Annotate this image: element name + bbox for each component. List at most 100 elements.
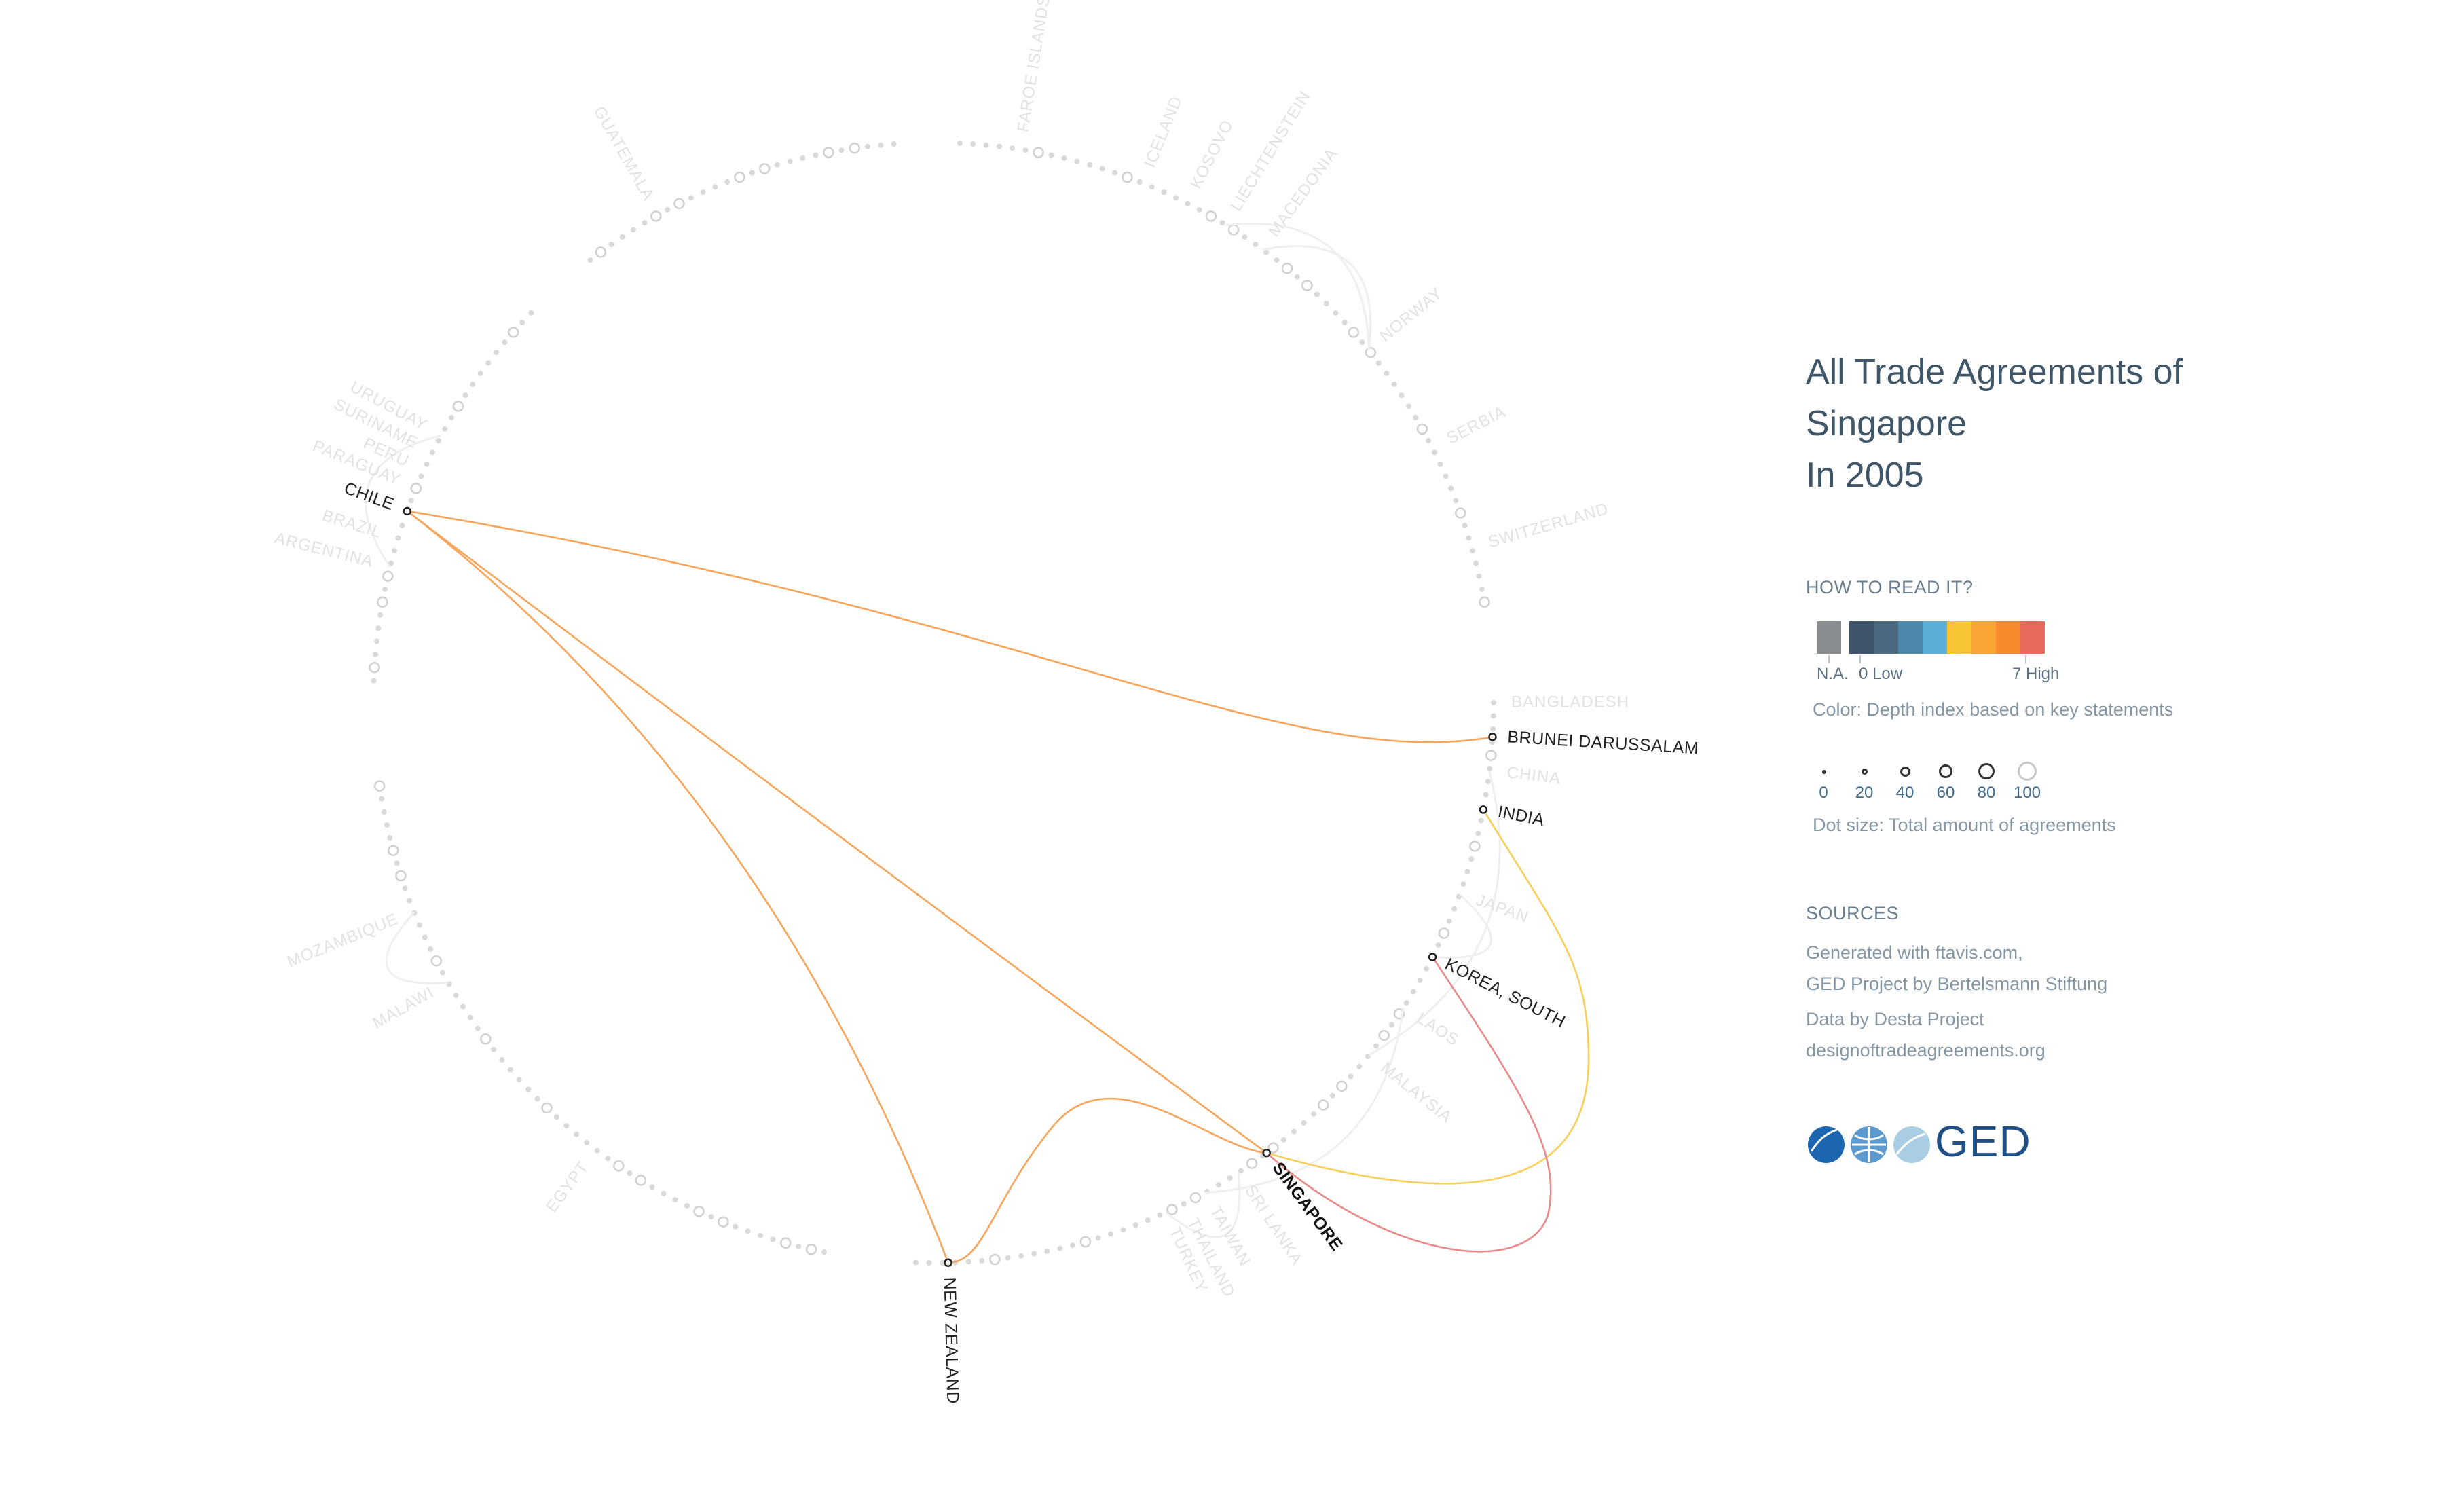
- ring-dot: [452, 401, 464, 412]
- agreement-links: [406, 510, 1590, 1264]
- ring-dot: [970, 141, 976, 147]
- ring-dot: [1417, 977, 1423, 983]
- ring-dot: [1263, 249, 1270, 255]
- ring-dot: [563, 1123, 570, 1129]
- ring-dot: [1391, 381, 1397, 387]
- ring-dot: [407, 898, 413, 904]
- ring-dot: [805, 1243, 817, 1255]
- ring-dot: [369, 661, 380, 674]
- country-node: [1479, 805, 1488, 814]
- ring-dot: [1466, 535, 1472, 541]
- ring-dot: [1048, 152, 1054, 158]
- ring-dot: [392, 548, 397, 554]
- color-scale-swatch: [1923, 621, 1947, 654]
- dot-size-label: 20: [1855, 783, 1874, 802]
- ring-dot: [1301, 280, 1313, 291]
- ring-dot: [1149, 184, 1155, 190]
- ring-dot: [467, 1014, 473, 1020]
- ring-dot: [1356, 1063, 1363, 1069]
- ring-dot: [1301, 1120, 1307, 1126]
- ring-dot: [1375, 360, 1382, 366]
- color-note: Color: Depth index based on key statemen…: [1813, 699, 2174, 720]
- ring-dot: [1483, 792, 1489, 798]
- country-label: LAOS: [1413, 1009, 1462, 1050]
- ring-dot: [630, 227, 636, 233]
- ring-dot: [1145, 1217, 1151, 1223]
- background-arc: [365, 434, 442, 568]
- ring-dot: [1120, 1227, 1126, 1233]
- ring-dot: [1341, 320, 1348, 325]
- dot-size-legend: 0 20 40 60 80 100: [1806, 754, 2077, 808]
- ring-dot: [1189, 1192, 1202, 1204]
- ring-dot: [1443, 473, 1449, 479]
- ring-dot: [813, 152, 819, 158]
- ring-dot: [712, 184, 718, 190]
- ring-dot: [673, 198, 685, 210]
- country-nodes: [403, 506, 1497, 1267]
- ring-dot: [428, 946, 434, 952]
- ring-dot: [608, 242, 614, 247]
- ring-dot: [1079, 1236, 1092, 1248]
- ring-dot: [1453, 498, 1459, 504]
- agreement-link: [1265, 956, 1552, 1253]
- dot-size-label: 60: [1936, 783, 1955, 802]
- high-tick: [2025, 655, 2026, 663]
- country-label: KOREA, SOUTH: [1442, 955, 1568, 1031]
- ring-dot: [1161, 189, 1167, 196]
- ring-dot: [553, 1114, 559, 1120]
- ring-dot: [1087, 162, 1093, 168]
- na-label: N.A.: [1817, 665, 1849, 683]
- ring-dot: [430, 955, 443, 967]
- ring-dot: [480, 1033, 492, 1045]
- ring-dot: [477, 371, 483, 377]
- ring-dot: [424, 461, 430, 467]
- ring-dot: [1373, 1043, 1379, 1049]
- low-tick: [1859, 655, 1861, 663]
- color-scale-swatch: [1898, 621, 1923, 654]
- dot-size-sample: [1900, 766, 1910, 777]
- ring-dot: [1227, 224, 1240, 236]
- ring-dot: [584, 1139, 590, 1145]
- sources-heading: SOURCES: [1806, 903, 1900, 923]
- ring-dot: [1018, 1253, 1024, 1259]
- ring-dot: [650, 210, 662, 222]
- country-label: NORWAY: [1376, 284, 1446, 346]
- ring-dot: [1426, 438, 1432, 443]
- color-scale-swatch: [1996, 621, 2020, 654]
- ring-dot: [1108, 1231, 1114, 1237]
- ring-dot: [1196, 206, 1202, 213]
- ring-dot: [1070, 1242, 1076, 1249]
- country-label: SERBIA: [1444, 403, 1509, 448]
- dot-size-label: 100: [2013, 783, 2041, 802]
- ring-dot: [1438, 927, 1450, 939]
- ring-dot: [684, 1202, 690, 1209]
- ring-dot: [708, 1214, 714, 1220]
- ring-dot: [1490, 713, 1496, 719]
- color-scale-swatch: [1947, 621, 1971, 654]
- background-arcs: [365, 222, 1501, 1238]
- globe-logo-icon: [1808, 1126, 1930, 1163]
- ring-dot: [749, 170, 755, 176]
- logo-text: GED: [1935, 1117, 2031, 1166]
- ring-dot: [983, 142, 989, 148]
- ring-dot: [1435, 942, 1441, 948]
- ring-dot: [1216, 1182, 1221, 1188]
- ring-dot: [491, 1046, 497, 1052]
- ring-dot: [724, 179, 730, 185]
- background-arc: [1204, 1008, 1405, 1194]
- color-scale-na-swatch: [1817, 621, 1841, 654]
- ring-dot: [1446, 918, 1452, 924]
- ring-dot: [373, 780, 386, 792]
- country-label: JAPAN: [1473, 891, 1531, 927]
- ring-dot: [1033, 147, 1044, 158]
- ring-dot: [718, 1216, 729, 1228]
- ring-dot: [821, 1249, 828, 1255]
- ring-dot: [745, 1228, 751, 1234]
- ring-dot: [1323, 301, 1329, 307]
- ring-dot: [371, 678, 377, 684]
- ring-dot: [594, 1147, 600, 1154]
- dot-size-sample: [1978, 763, 1995, 779]
- ring-dot: [849, 142, 861, 154]
- ring-dot: [774, 162, 780, 168]
- ring-dot: [448, 415, 454, 420]
